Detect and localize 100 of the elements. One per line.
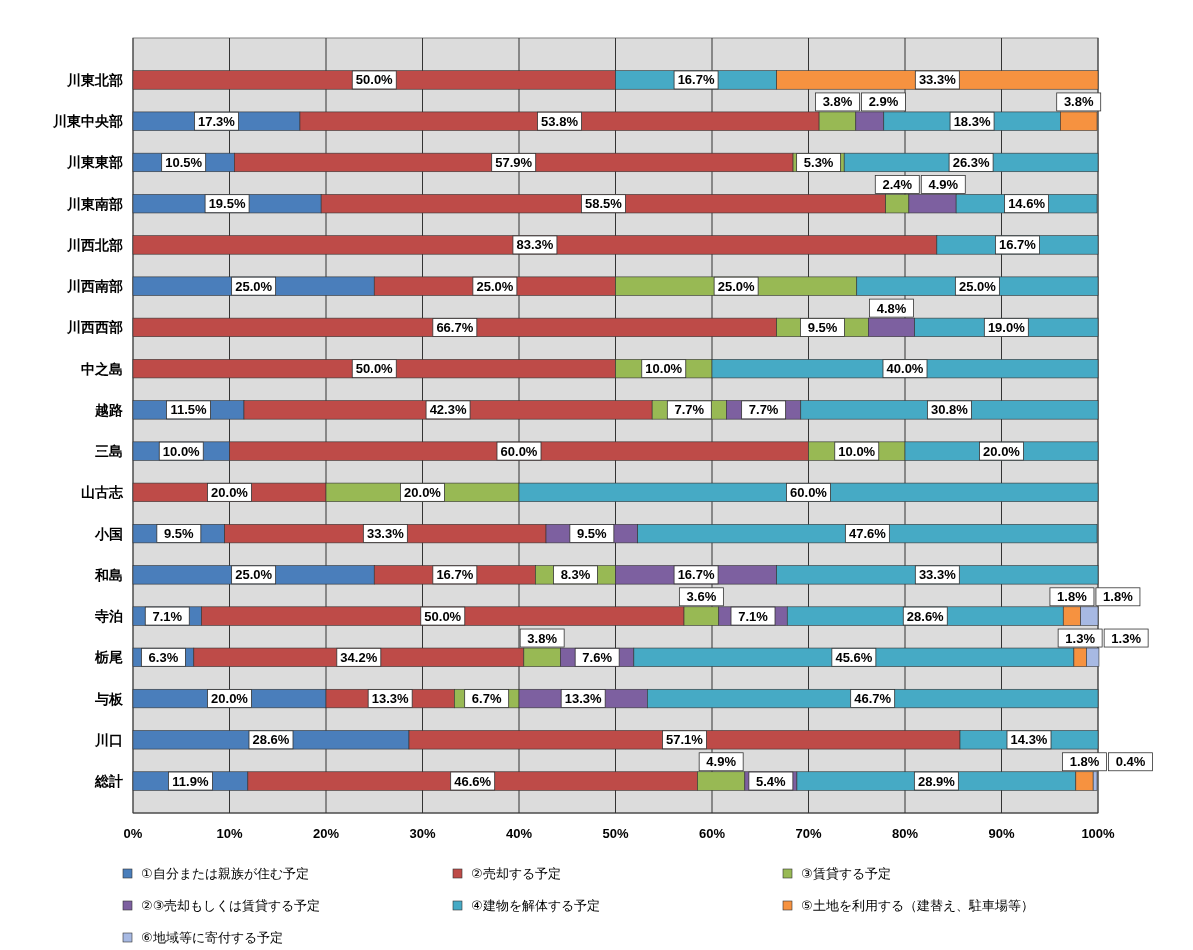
data-label: 25.0% bbox=[476, 278, 514, 294]
data-label: 3.8% bbox=[822, 94, 853, 110]
data-label: 25.0% bbox=[235, 278, 273, 294]
data-label: 33.3% bbox=[918, 72, 957, 88]
x-tick-label: 20% bbox=[312, 826, 340, 841]
data-label: 83.3% bbox=[516, 237, 554, 253]
data-label: 4.9% bbox=[928, 176, 959, 192]
data-label: 20.0% bbox=[211, 691, 249, 707]
x-tick-label: 30% bbox=[409, 826, 436, 841]
data-label: 16.7% bbox=[677, 567, 715, 583]
legend-label: ④建物を解体する予定 bbox=[471, 898, 600, 913]
data-label: 28.6% bbox=[906, 608, 945, 624]
data-label: 9.5% bbox=[807, 319, 838, 335]
data-label: 8.3% bbox=[560, 567, 591, 583]
data-label: 46.6% bbox=[454, 773, 492, 789]
y-tick-label: 川西西部 bbox=[66, 319, 123, 336]
data-label: 0.4% bbox=[1115, 754, 1146, 770]
data-label: 1.8% bbox=[1069, 754, 1100, 770]
data-label: 13.3% bbox=[371, 691, 410, 707]
y-tick-label: 川東中央部 bbox=[52, 113, 123, 130]
y-tick-label: 山古志 bbox=[81, 484, 124, 501]
data-label: 7.1% bbox=[738, 608, 769, 624]
data-label: 16.7% bbox=[998, 237, 1037, 253]
data-label: 33.3% bbox=[366, 526, 405, 542]
y-tick-label: 中之島 bbox=[81, 360, 123, 377]
data-label: 16.7% bbox=[436, 567, 474, 583]
legend-label: ③賃貸する予定 bbox=[801, 866, 891, 881]
y-tick-label: 総計 bbox=[94, 773, 123, 790]
y-tick-label: 和島 bbox=[94, 566, 123, 583]
data-label: 58.5% bbox=[585, 196, 623, 212]
data-label: 3.6% bbox=[686, 589, 717, 605]
legend-label: ②③売却もしくは賃貸する予定 bbox=[141, 898, 321, 913]
data-label: 9.5% bbox=[164, 526, 195, 542]
data-label: 14.3% bbox=[1010, 732, 1048, 748]
data-label: 53.8% bbox=[541, 113, 579, 129]
y-tick-label: 川東南部 bbox=[66, 195, 123, 212]
data-label: 6.7% bbox=[471, 691, 502, 707]
data-label: 25.0% bbox=[235, 567, 273, 583]
data-label: 34.2% bbox=[340, 649, 378, 665]
data-label: 11.9% bbox=[172, 773, 209, 789]
y-tick-label: 越路 bbox=[94, 401, 123, 418]
x-tick-label: 60% bbox=[698, 826, 726, 841]
x-tick-label: 40% bbox=[505, 826, 533, 841]
data-label: 66.7% bbox=[436, 319, 474, 335]
y-tick-label: 寺泊 bbox=[94, 608, 123, 625]
data-label: 5.3% bbox=[803, 154, 834, 170]
data-label: 50.0% bbox=[355, 72, 394, 88]
y-tick-label: 小国 bbox=[94, 525, 123, 542]
y-tick-label: 栃尾 bbox=[94, 649, 123, 666]
x-tick-label: 10% bbox=[216, 826, 243, 841]
data-label: 10.5% bbox=[165, 154, 203, 170]
data-label: 50.0% bbox=[355, 361, 394, 377]
data-label: 14.6% bbox=[1008, 196, 1046, 212]
y-tick-label: 川西南部 bbox=[66, 278, 123, 295]
data-label: 28.9% bbox=[917, 773, 956, 789]
x-tick-label: 80% bbox=[891, 826, 919, 841]
data-label: 45.6% bbox=[835, 649, 873, 665]
data-label: 42.3% bbox=[429, 402, 467, 418]
data-label: 1.8% bbox=[1103, 589, 1134, 605]
data-label: 2.9% bbox=[868, 94, 899, 110]
legend-label: ⑥地域等に寄付する予定 bbox=[141, 930, 283, 945]
x-tick-label: 70% bbox=[795, 826, 822, 841]
data-label: 4.8% bbox=[876, 300, 907, 316]
data-label: 1.3% bbox=[1111, 630, 1142, 646]
data-label: 3.8% bbox=[1063, 94, 1094, 110]
legend-label: ①自分または親族が住む予定 bbox=[141, 866, 309, 881]
data-label: 1.3% bbox=[1065, 630, 1096, 646]
data-label: 11.5% bbox=[170, 402, 207, 418]
data-label: 57.1% bbox=[666, 732, 704, 748]
data-label: 40.0% bbox=[886, 361, 924, 377]
data-label: 16.7% bbox=[677, 72, 715, 88]
x-tick-label: 100% bbox=[1081, 826, 1116, 841]
y-tick-label: 三島 bbox=[95, 443, 123, 460]
data-label: 4.9% bbox=[706, 754, 737, 770]
data-label: 10.0% bbox=[838, 443, 876, 459]
data-label: 20.0% bbox=[983, 443, 1021, 459]
data-label: 60.0% bbox=[500, 443, 538, 459]
data-label: 57.9% bbox=[495, 154, 533, 170]
data-label: 5.4% bbox=[756, 773, 787, 789]
data-label: 1.8% bbox=[1057, 589, 1088, 605]
data-label: 19.0% bbox=[987, 319, 1026, 335]
data-label: 2.4% bbox=[882, 176, 913, 192]
y-tick-label: 川東東部 bbox=[66, 154, 123, 171]
data-label: 25.0% bbox=[717, 278, 755, 294]
data-label: 28.6% bbox=[252, 732, 290, 748]
legend-label: ②売却する予定 bbox=[471, 866, 561, 881]
y-tick-label: 川口 bbox=[94, 731, 123, 748]
y-tick-label: 川東北部 bbox=[66, 71, 123, 88]
data-label: 13.3% bbox=[564, 691, 603, 707]
x-tick-label: 50% bbox=[602, 826, 629, 841]
data-label: 50.0% bbox=[424, 608, 462, 624]
data-label: 60.0% bbox=[790, 484, 828, 500]
data-label: 6.3% bbox=[148, 649, 179, 665]
data-label: 26.3% bbox=[952, 154, 990, 170]
data-label: 10.0% bbox=[645, 361, 683, 377]
x-tick-label: 90% bbox=[988, 826, 1015, 841]
data-label: 20.0% bbox=[404, 484, 442, 500]
data-label: 47.6% bbox=[848, 526, 887, 542]
data-label: 7.7% bbox=[674, 402, 705, 418]
data-label: 46.7% bbox=[854, 691, 892, 707]
